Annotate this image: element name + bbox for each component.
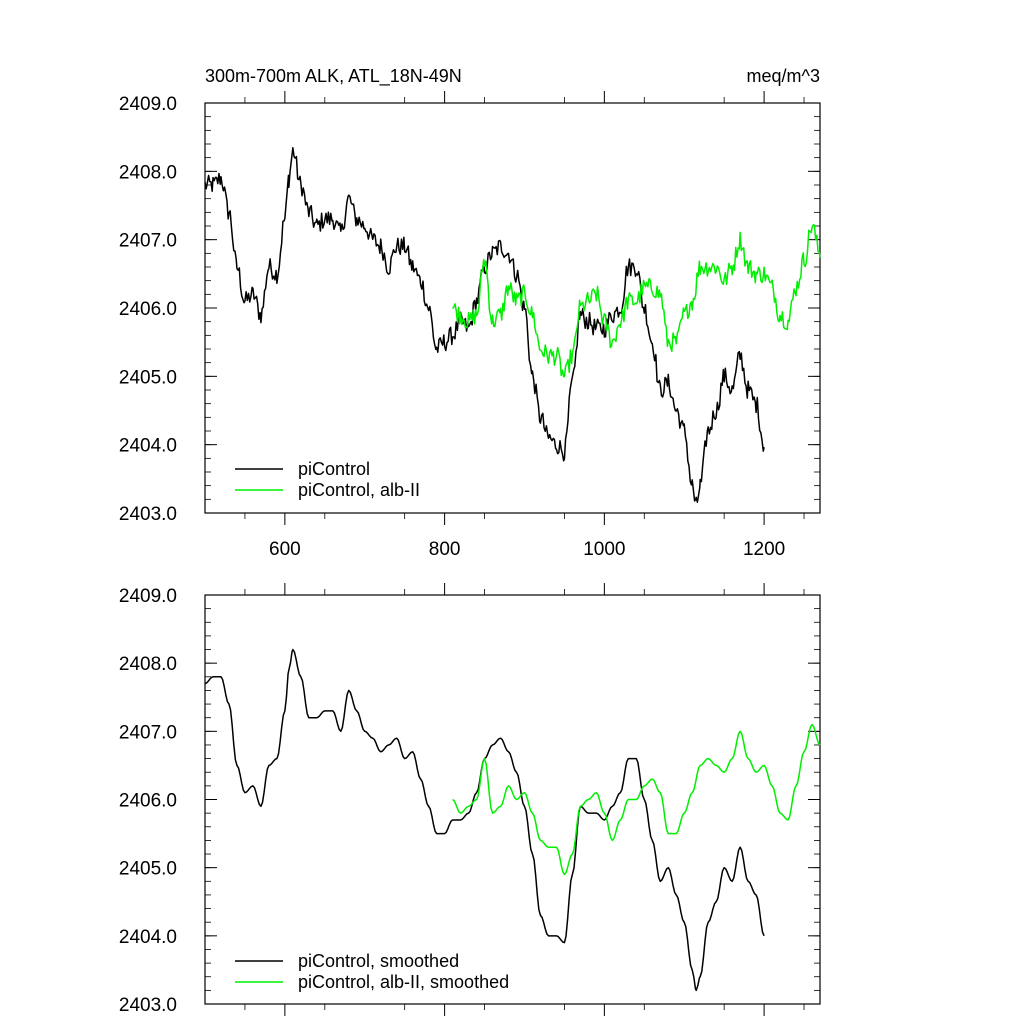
y-tick-label: 2405.0 <box>119 367 177 388</box>
top-panel-series <box>204 146 821 503</box>
series-line-picontrol <box>204 146 765 503</box>
y-tick-label: 2405.0 <box>119 859 177 880</box>
y-tick-label: 2409.0 <box>119 586 177 607</box>
y-tick-label: 2408.0 <box>119 654 177 675</box>
top-panel-ticks: 2403.0 2404.0 2405.0 2406.0 2407.0 2408.0 2409… <box>119 91 820 560</box>
series-line-picontrol-alb-ii <box>452 224 821 378</box>
y-tick-label: 2404.0 <box>119 436 177 457</box>
y-tick-label: 2406.0 <box>119 299 177 320</box>
x-tick-label: 800 <box>429 539 461 560</box>
chart-units: meq/m^3 <box>747 66 820 86</box>
bottom-panel-series <box>204 648 821 992</box>
legend-label-alb-II-smoothed: piControl, alb-II, smoothed <box>298 972 509 992</box>
y-tick-label: 2403.0 <box>119 995 177 1016</box>
legend-label-alb-II: piControl, alb-II <box>298 480 420 500</box>
series-line-picontrol-alb-ii-smoothed <box>452 723 821 876</box>
y-tick-label: 2407.0 <box>119 231 177 252</box>
y-tick-label: 2407.0 <box>119 722 177 743</box>
y-tick-label: 2404.0 <box>119 927 177 948</box>
y-tick-label: 2406.0 <box>119 791 177 812</box>
bottom-panel-legend: piControl, smoothed piControl, alb-II, s… <box>235 951 509 992</box>
top-panel: 2403.0 2404.0 2405.0 2406.0 2407.0 2408.0 2409… <box>119 91 821 560</box>
chart-title: 300m-700m ALK, ATL_18N-49N <box>205 66 462 87</box>
bottom-panel-ticks: 2403.0 2404.0 2405.0 2406.0 2407.0 2408.0 2409… <box>119 583 820 1016</box>
legend-label-piControl: piControl <box>298 459 370 479</box>
x-tick-label: 1000 <box>583 539 625 560</box>
bottom-panel: 2403.0 2404.0 2405.0 2406.0 2407.0 2408.0 2409… <box>119 583 821 1016</box>
legend-label-piControl-smoothed: piControl, smoothed <box>298 951 459 971</box>
x-tick-label: 1200 <box>743 539 785 560</box>
y-tick-label: 2403.0 <box>119 504 177 525</box>
top-panel-legend: piControl piControl, alb-II <box>235 459 420 500</box>
x-tick-label: 600 <box>269 539 301 560</box>
y-tick-label: 2408.0 <box>119 162 177 183</box>
y-tick-label: 2409.0 <box>119 94 177 115</box>
